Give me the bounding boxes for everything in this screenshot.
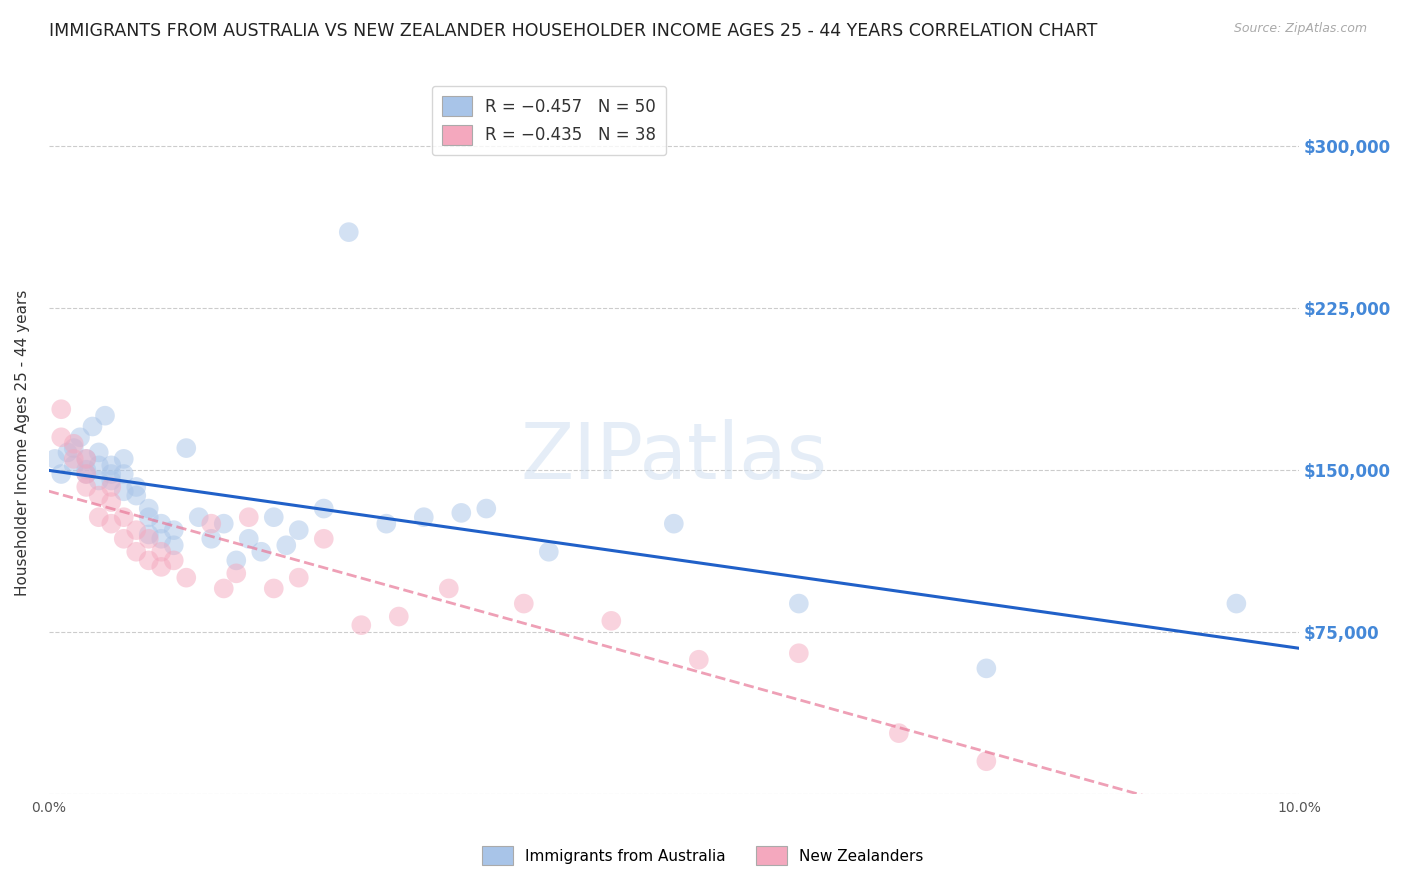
Point	[44, 451, 66, 466]
Point	[513, 597, 536, 611]
Point	[312, 532, 335, 546]
Point	[94, 409, 117, 423]
Point	[450, 506, 472, 520]
Point	[688, 653, 710, 667]
Point	[75, 467, 97, 481]
Point	[112, 510, 135, 524]
Point	[312, 501, 335, 516]
Point	[412, 510, 434, 524]
Point	[212, 582, 235, 596]
Text: ZIPatlas: ZIPatlas	[520, 418, 827, 495]
Point	[138, 501, 160, 516]
Point	[787, 646, 810, 660]
Point	[662, 516, 685, 531]
Legend: R = −0.457   N = 50, R = −0.435   N = 38: R = −0.457 N = 50, R = −0.435 N = 38	[432, 86, 666, 155]
Point	[62, 436, 84, 450]
Point	[276, 538, 298, 552]
Point	[187, 510, 209, 524]
Point	[163, 523, 186, 537]
Point	[238, 510, 260, 524]
Point	[87, 458, 110, 473]
Point	[887, 726, 910, 740]
Point	[976, 754, 998, 768]
Point	[263, 510, 285, 524]
Legend: Immigrants from Australia, New Zealanders: Immigrants from Australia, New Zealander…	[477, 840, 929, 871]
Point	[600, 614, 623, 628]
Point	[51, 430, 73, 444]
Text: Source: ZipAtlas.com: Source: ZipAtlas.com	[1233, 22, 1367, 36]
Point	[112, 532, 135, 546]
Point	[75, 463, 97, 477]
Point	[200, 532, 222, 546]
Point	[138, 553, 160, 567]
Point	[163, 538, 186, 552]
Point	[787, 597, 810, 611]
Point	[225, 566, 247, 581]
Point	[87, 510, 110, 524]
Point	[388, 609, 411, 624]
Point	[263, 582, 285, 596]
Point	[350, 618, 373, 632]
Point	[75, 480, 97, 494]
Point	[138, 527, 160, 541]
Point	[125, 489, 148, 503]
Point	[1225, 597, 1247, 611]
Point	[51, 467, 73, 481]
Point	[537, 545, 560, 559]
Point	[100, 480, 122, 494]
Point	[112, 467, 135, 481]
Point	[212, 516, 235, 531]
Point	[163, 553, 186, 567]
Point	[112, 451, 135, 466]
Y-axis label: Householder Income Ages 25 - 44 years: Householder Income Ages 25 - 44 years	[15, 290, 30, 596]
Point	[100, 467, 122, 481]
Point	[125, 523, 148, 537]
Point	[125, 480, 148, 494]
Point	[62, 458, 84, 473]
Point	[225, 553, 247, 567]
Point	[138, 532, 160, 546]
Point	[174, 441, 197, 455]
Point	[87, 445, 110, 459]
Point	[250, 545, 273, 559]
Point	[150, 532, 173, 546]
Point	[375, 516, 398, 531]
Point	[437, 582, 460, 596]
Text: IMMIGRANTS FROM AUSTRALIA VS NEW ZEALANDER HOUSEHOLDER INCOME AGES 25 - 44 YEARS: IMMIGRANTS FROM AUSTRALIA VS NEW ZEALAND…	[49, 22, 1098, 40]
Point	[69, 430, 91, 444]
Point	[56, 445, 79, 459]
Point	[100, 516, 122, 531]
Point	[62, 451, 84, 466]
Point	[200, 516, 222, 531]
Point	[51, 402, 73, 417]
Point	[475, 501, 498, 516]
Point	[62, 441, 84, 455]
Point	[82, 419, 104, 434]
Point	[75, 451, 97, 466]
Point	[150, 516, 173, 531]
Point	[87, 489, 110, 503]
Point	[288, 571, 311, 585]
Point	[150, 545, 173, 559]
Point	[138, 510, 160, 524]
Point	[238, 532, 260, 546]
Point	[288, 523, 311, 537]
Point	[87, 474, 110, 488]
Point	[174, 571, 197, 585]
Point	[337, 225, 360, 239]
Point	[75, 467, 97, 481]
Point	[150, 559, 173, 574]
Point	[75, 451, 97, 466]
Point	[976, 661, 998, 675]
Point	[112, 484, 135, 499]
Point	[100, 458, 122, 473]
Point	[125, 545, 148, 559]
Point	[100, 474, 122, 488]
Point	[100, 495, 122, 509]
